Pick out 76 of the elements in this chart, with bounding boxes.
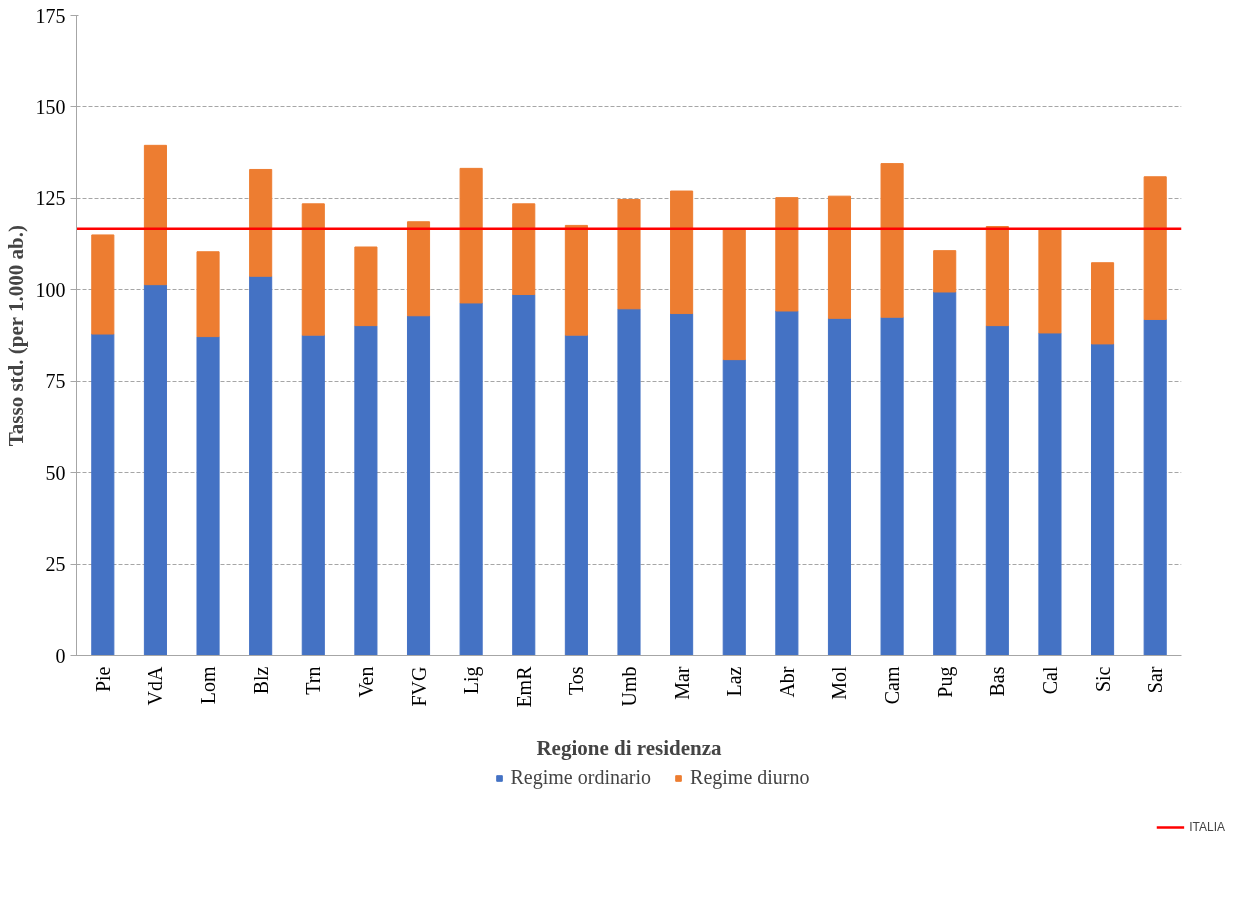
bar — [1091, 262, 1115, 345]
bar — [512, 203, 536, 296]
bar — [1091, 343, 1115, 656]
x-tick-label: Trn — [302, 666, 325, 695]
y-tick-label: 25 — [45, 553, 66, 576]
x-tick-label: Tos — [565, 666, 588, 696]
bar — [775, 197, 799, 312]
x-tick-label: Sar — [1144, 666, 1167, 694]
y-axis-title: Tasso std. (per 1.000 ab.) — [3, 225, 28, 447]
bar — [459, 302, 483, 656]
bar — [880, 316, 904, 656]
y-tick-label: 50 — [45, 461, 66, 484]
bar — [301, 334, 325, 656]
bar — [196, 251, 220, 338]
x-axis-title: Regione di residenza — [536, 735, 723, 760]
legend-label: ITALIA — [1189, 820, 1225, 834]
x-tick-label: Abr — [775, 666, 798, 698]
x-tick-label: Laz — [723, 666, 746, 697]
x-tick-label: Mol — [828, 666, 851, 700]
bar — [564, 224, 588, 336]
x-tick-label: FVG — [407, 666, 430, 707]
legend-label: Regime ordinario — [510, 766, 652, 789]
bar — [196, 336, 220, 656]
x-tick-label: VdA — [144, 665, 167, 706]
bar — [143, 144, 167, 286]
x-tick-label: Pie — [91, 666, 114, 693]
x-tick-label: Pug — [933, 666, 957, 698]
bar — [617, 198, 641, 310]
bar — [406, 221, 431, 317]
bar — [670, 190, 694, 315]
bar — [827, 195, 852, 319]
bar — [91, 234, 115, 335]
bar — [512, 294, 536, 656]
bar — [354, 246, 378, 327]
x-tick-label: Mar — [670, 666, 693, 700]
x-tick-label: Blz — [249, 666, 272, 695]
bar — [722, 359, 746, 656]
x-tick-label: Ven — [354, 666, 377, 698]
x-tick-label: EmR — [512, 665, 535, 708]
bar — [827, 317, 852, 656]
bar — [459, 167, 483, 304]
x-tick-label: Cal — [1038, 666, 1061, 695]
bar — [880, 163, 904, 318]
bar — [354, 325, 378, 656]
bar — [985, 226, 1009, 327]
x-tick-label: Lom — [197, 666, 220, 705]
y-tick-label: 125 — [35, 187, 66, 210]
x-tick-label: Bas — [986, 666, 1009, 697]
bar — [933, 250, 957, 293]
bar — [670, 313, 694, 656]
bar — [985, 325, 1009, 656]
x-tick-label: Lig — [460, 666, 484, 695]
bar — [1038, 332, 1062, 656]
bar — [301, 203, 325, 336]
bar — [1143, 176, 1167, 320]
bar — [1038, 228, 1062, 334]
bar — [564, 334, 588, 656]
bar — [617, 308, 641, 656]
bar — [722, 228, 746, 361]
x-tick-label: Umb — [618, 666, 640, 707]
bar — [91, 333, 115, 656]
bar — [775, 310, 799, 656]
bar — [249, 168, 273, 277]
y-tick-label: 75 — [45, 370, 66, 393]
y-tick-label: 150 — [35, 95, 66, 118]
y-tick-label: 0 — [55, 644, 66, 667]
bar — [406, 315, 431, 656]
bar — [933, 291, 957, 656]
y-tick-label: 100 — [35, 278, 66, 301]
legend-label: Regime diurno — [690, 766, 810, 789]
bar — [143, 284, 167, 656]
bar — [1143, 318, 1167, 656]
y-tick-label: 175 — [35, 4, 66, 27]
x-tick-label: Cam — [881, 666, 904, 705]
bar — [249, 275, 273, 656]
x-tick-label: Sic — [1091, 666, 1114, 693]
